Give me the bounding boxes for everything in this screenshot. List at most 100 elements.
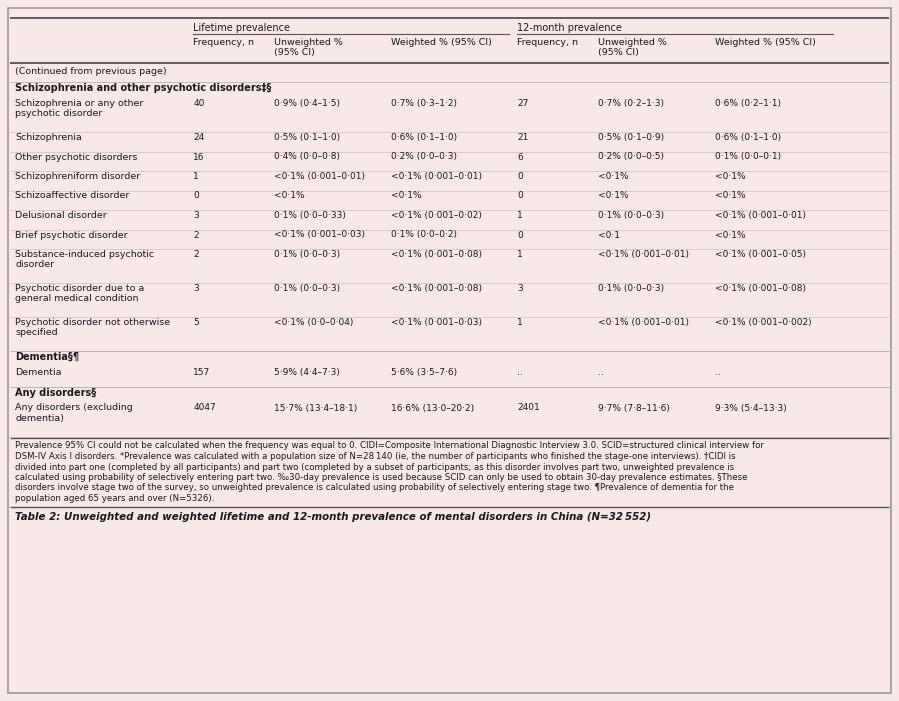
Text: Schizophrenia: Schizophrenia: [15, 133, 82, 142]
Text: 2401: 2401: [517, 404, 539, 412]
Text: divided into part one (completed by all participants) and part two (completed by: divided into part one (completed by all …: [15, 463, 734, 472]
Text: 5: 5: [193, 318, 199, 327]
Text: 27: 27: [517, 99, 529, 108]
Text: 21: 21: [517, 133, 529, 142]
Text: <0·1%: <0·1%: [715, 191, 745, 200]
Text: <0·1%: <0·1%: [274, 191, 305, 200]
Text: 3: 3: [193, 284, 199, 293]
Text: <0·1% (0·001–0·02): <0·1% (0·001–0·02): [391, 211, 482, 220]
Text: 24: 24: [193, 133, 205, 142]
Text: <0·1% (0·001–0·01): <0·1% (0·001–0·01): [274, 172, 365, 181]
Text: 0·7% (0·3–1·2): 0·7% (0·3–1·2): [391, 99, 457, 108]
Text: 12-month prevalence: 12-month prevalence: [517, 23, 622, 33]
Text: 0·6% (0·2–1·1): 0·6% (0·2–1·1): [715, 99, 780, 108]
Text: Substance-induced psychotic
disorder: Substance-induced psychotic disorder: [15, 250, 155, 269]
Text: 0·7% (0·2–1·3): 0·7% (0·2–1·3): [598, 99, 663, 108]
Text: Dementia: Dementia: [15, 368, 62, 377]
Text: <0·1% (0·001–0·01): <0·1% (0·001–0·01): [715, 211, 806, 220]
Text: Unweighted %
(95% CI): Unweighted % (95% CI): [598, 38, 667, 57]
Text: 0·2% (0·0–0·3): 0·2% (0·0–0·3): [391, 153, 457, 161]
Text: 0·1% (0·0–0·3): 0·1% (0·0–0·3): [598, 284, 664, 293]
Text: 5·9% (4·4–7·3): 5·9% (4·4–7·3): [274, 368, 340, 377]
Text: Frequency, n: Frequency, n: [517, 38, 578, 47]
Text: 4047: 4047: [193, 404, 216, 412]
Text: 15·7% (13·4–18·1): 15·7% (13·4–18·1): [274, 404, 358, 412]
Text: <0·1% (0·001–0·03): <0·1% (0·001–0·03): [274, 231, 365, 240]
Text: Schizophreniform disorder: Schizophreniform disorder: [15, 172, 141, 181]
Text: ..: ..: [715, 368, 720, 377]
Text: 5·6% (3·5–7·6): 5·6% (3·5–7·6): [391, 368, 458, 377]
Text: 2: 2: [193, 250, 199, 259]
Text: Table 2: Unweighted and weighted lifetime and 12-month prevalence of mental diso: Table 2: Unweighted and weighted lifetim…: [15, 512, 652, 522]
Text: 1: 1: [193, 172, 199, 181]
Text: Brief psychotic disorder: Brief psychotic disorder: [15, 231, 129, 240]
Text: 1: 1: [517, 211, 522, 220]
Text: 0: 0: [517, 172, 522, 181]
Text: 0·1% (0·0–0·3): 0·1% (0·0–0·3): [598, 211, 664, 220]
Text: Weighted % (95% CI): Weighted % (95% CI): [715, 38, 815, 47]
Text: Any disorders (excluding
dementia): Any disorders (excluding dementia): [15, 404, 133, 423]
Text: 0·4% (0·0–0·8): 0·4% (0·0–0·8): [274, 153, 340, 161]
Text: Schizophrenia and other psychotic disorders‡§: Schizophrenia and other psychotic disord…: [15, 83, 271, 93]
Text: 0·1% (0·0–0·3): 0·1% (0·0–0·3): [274, 284, 341, 293]
Text: Schizoaffective disorder: Schizoaffective disorder: [15, 191, 129, 200]
Text: 16: 16: [193, 153, 205, 161]
Text: Delusional disorder: Delusional disorder: [15, 211, 107, 220]
Text: ..: ..: [598, 368, 603, 377]
Text: (Continued from previous page): (Continued from previous page): [15, 67, 167, 76]
Text: population aged 65 years and over (N=5326).: population aged 65 years and over (N=532…: [15, 494, 215, 503]
Text: 0·5% (0·1–0·9): 0·5% (0·1–0·9): [598, 133, 664, 142]
Text: 6: 6: [517, 153, 522, 161]
Text: <0·1% (0·001–0·01): <0·1% (0·001–0·01): [391, 172, 482, 181]
Text: <0·1% (0·0–0·04): <0·1% (0·0–0·04): [274, 318, 353, 327]
Text: 0: 0: [517, 231, 522, 240]
Text: <0·1%: <0·1%: [391, 191, 422, 200]
Text: Prevalence 95% CI could not be calculated when the frequency was equal to 0. CID: Prevalence 95% CI could not be calculate…: [15, 442, 764, 451]
Text: 0: 0: [517, 191, 522, 200]
Text: 0·6% (0·1–1·0): 0·6% (0·1–1·0): [715, 133, 781, 142]
Text: <0·1%: <0·1%: [598, 191, 628, 200]
Text: Psychotic disorder due to a
general medical condition: Psychotic disorder due to a general medi…: [15, 284, 145, 304]
Text: <0·1% (0·001–0·05): <0·1% (0·001–0·05): [715, 250, 806, 259]
Text: <0·1% (0·001–0·08): <0·1% (0·001–0·08): [391, 284, 482, 293]
Text: 1: 1: [517, 318, 522, 327]
Text: disorders involve stage two of the survey, so unweighted prevalence is calculate: disorders involve stage two of the surve…: [15, 484, 734, 493]
Text: 0·2% (0·0–0·5): 0·2% (0·0–0·5): [598, 153, 663, 161]
Text: <0·1%: <0·1%: [598, 172, 628, 181]
Text: Schizophrenia or any other
psychotic disorder: Schizophrenia or any other psychotic dis…: [15, 99, 144, 118]
Text: <0·1% (0·001–0·08): <0·1% (0·001–0·08): [391, 250, 482, 259]
Text: 157: 157: [193, 368, 210, 377]
Text: DSM-IV Axis I disorders. *Prevalence was calculated with a population size of N=: DSM-IV Axis I disorders. *Prevalence was…: [15, 452, 736, 461]
Text: calculated using probability of selectively entering part two. ‰30-day prevalenc: calculated using probability of selectiv…: [15, 473, 748, 482]
Text: Psychotic disorder not otherwise
specified: Psychotic disorder not otherwise specifi…: [15, 318, 171, 337]
Text: 3: 3: [517, 284, 522, 293]
Text: 0·1% (0·0–0·1): 0·1% (0·0–0·1): [715, 153, 781, 161]
Text: 9·7% (7·8–11·6): 9·7% (7·8–11·6): [598, 404, 670, 412]
Text: 0·1% (0·0–0·33): 0·1% (0·0–0·33): [274, 211, 346, 220]
Text: Any disorders§: Any disorders§: [15, 388, 97, 397]
Text: Other psychotic disorders: Other psychotic disorders: [15, 153, 138, 161]
Text: ..: ..: [517, 368, 522, 377]
Text: 16·6% (13·0–20·2): 16·6% (13·0–20·2): [391, 404, 474, 412]
Text: 0·6% (0·1–1·0): 0·6% (0·1–1·0): [391, 133, 458, 142]
Text: <0·1%: <0·1%: [715, 172, 745, 181]
Text: 1: 1: [517, 250, 522, 259]
Text: Weighted % (95% CI): Weighted % (95% CI): [391, 38, 492, 47]
Text: <0·1: <0·1: [598, 231, 619, 240]
Text: <0·1% (0·001–0·03): <0·1% (0·001–0·03): [391, 318, 482, 327]
Text: 0·5% (0·1–1·0): 0·5% (0·1–1·0): [274, 133, 341, 142]
Text: 2: 2: [193, 231, 199, 240]
Text: 9·3% (5·4–13·3): 9·3% (5·4–13·3): [715, 404, 787, 412]
Text: 0·1% (0·0–0·2): 0·1% (0·0–0·2): [391, 231, 457, 240]
Text: 0·9% (0·4–1·5): 0·9% (0·4–1·5): [274, 99, 340, 108]
Text: <0·1% (0·001–0·01): <0·1% (0·001–0·01): [598, 250, 689, 259]
Text: 0·1% (0·0–0·3): 0·1% (0·0–0·3): [274, 250, 341, 259]
Text: <0·1% (0·001–0·01): <0·1% (0·001–0·01): [598, 318, 689, 327]
Text: 40: 40: [193, 99, 205, 108]
Text: <0·1% (0·001–0·08): <0·1% (0·001–0·08): [715, 284, 806, 293]
Text: 3: 3: [193, 211, 199, 220]
Text: <0·1%: <0·1%: [715, 231, 745, 240]
Text: <0·1% (0·001–0·002): <0·1% (0·001–0·002): [715, 318, 811, 327]
Text: Lifetime prevalence: Lifetime prevalence: [193, 23, 290, 33]
Text: 0: 0: [193, 191, 199, 200]
